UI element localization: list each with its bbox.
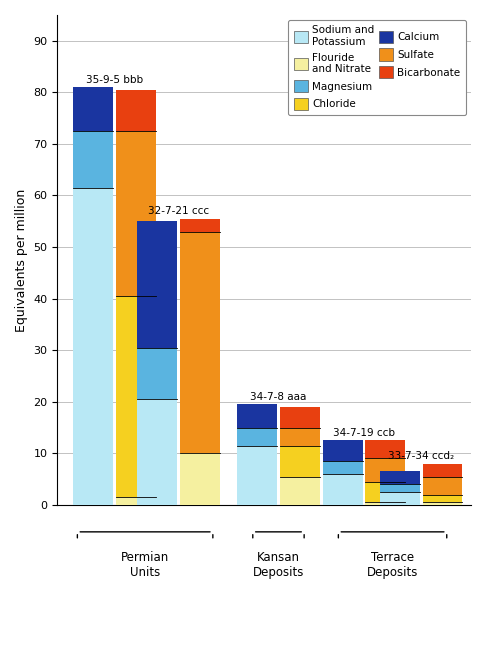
Bar [116, 296, 156, 497]
Bar [323, 441, 363, 461]
Bar [137, 399, 177, 505]
Text: 33-7-34 ccd₂: 33-7-34 ccd₂ [388, 451, 454, 461]
Bar [280, 428, 320, 446]
Text: Terrace
Deposits: Terrace Deposits [367, 551, 418, 580]
Bar [73, 188, 113, 505]
Legend: Sodium and
Potassium, Flouride
and Nitrate, Magnesium, Chloride, Calcium, Sulfat: Sodium and Potassium, Flouride and Nitra… [288, 20, 466, 115]
Bar [380, 485, 419, 492]
Bar [365, 441, 405, 459]
Bar [73, 87, 113, 131]
Bar [280, 477, 320, 505]
Bar [380, 492, 419, 505]
Bar [323, 461, 363, 474]
Y-axis label: Equivalents per million: Equivalents per million [15, 188, 28, 331]
Bar [365, 459, 405, 482]
Bar [422, 477, 463, 494]
Bar [180, 219, 220, 232]
Bar [422, 502, 463, 505]
Bar [237, 446, 277, 505]
Bar [137, 347, 177, 399]
Bar [422, 464, 463, 477]
Bar [116, 90, 156, 131]
Text: 34-7-8 aaa: 34-7-8 aaa [250, 392, 307, 402]
Bar [280, 446, 320, 477]
Bar [116, 131, 156, 296]
Text: Permian
Units: Permian Units [121, 551, 169, 580]
Text: Kansan
Deposits: Kansan Deposits [253, 551, 304, 580]
Bar [137, 221, 177, 347]
Bar [237, 428, 277, 446]
Bar [73, 131, 113, 188]
Bar [365, 482, 405, 502]
Bar [280, 407, 320, 428]
Bar [422, 494, 463, 502]
Text: 35-9-5 bbb: 35-9-5 bbb [86, 74, 143, 85]
Bar [180, 454, 220, 505]
Bar [237, 404, 277, 428]
Bar [365, 502, 405, 505]
Bar [380, 472, 419, 485]
Bar [116, 497, 156, 505]
Bar [323, 474, 363, 505]
Text: 32-7-21 ccc: 32-7-21 ccc [148, 206, 209, 216]
Bar [180, 232, 220, 454]
Text: 34-7-19 ccb: 34-7-19 ccb [333, 428, 395, 438]
